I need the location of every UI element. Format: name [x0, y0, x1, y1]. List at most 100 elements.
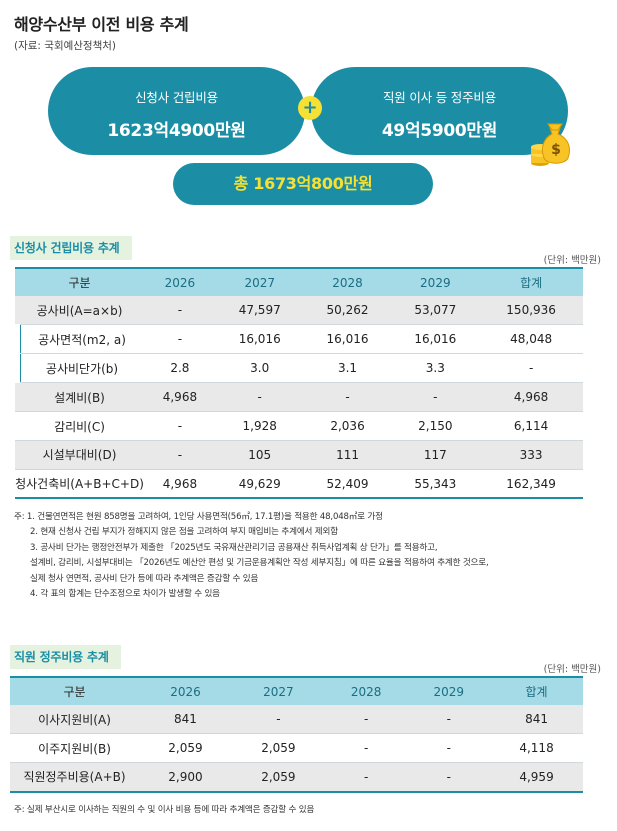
svg-text:$: $	[551, 142, 561, 158]
table-cell: 3.1	[303, 353, 392, 384]
column-header: 합계	[479, 268, 583, 296]
table-cell: -	[391, 382, 480, 413]
table-header-row: 구분 2026 2027 2028 2029 합계	[10, 677, 583, 705]
row-label: 공사비(A=a×b)	[15, 296, 144, 326]
row-label: 공사면적(m2, a)	[10, 324, 144, 355]
table-cell: -	[407, 705, 491, 735]
table-cell: 4,959	[490, 762, 583, 792]
table-row: 공사비(A=a×b) - 47,597 50,262 53,077 150,93…	[15, 296, 583, 326]
column-header: 2029	[391, 268, 480, 296]
table-cell: -	[324, 733, 408, 764]
settlement-cost-section-heading: 직원 정주비용 추계	[10, 645, 121, 669]
page-title: 해양수산부 이전 비용 추계	[14, 15, 189, 34]
table-cell: 4,968	[162, 476, 198, 491]
table-cell: 841	[490, 705, 583, 735]
settlement-cost-value: 49억5900만원	[381, 121, 498, 141]
building-cost-table: 구분 2026 2027 2028 2029 합계 공사비(A=a×b) - 4…	[10, 267, 583, 500]
settlement-cost-note: 주: 실제 부산시로 이사하는 직원의 수 및 이사 비용 등에 따라 추계액은…	[14, 805, 315, 815]
table-cell: -	[324, 762, 408, 792]
table-cell: 4,968	[144, 382, 216, 413]
total-cost: 총 1673억800만원	[173, 163, 433, 205]
table-cell: 333	[479, 440, 583, 470]
column-header: 2027	[231, 677, 325, 705]
table-row: 이주지원비(B) 2,059 2,059 - - 4,118	[10, 733, 583, 764]
table-cell: 2.8	[144, 353, 216, 384]
building-cost-pill: 신청사 건립비용 1623억4900만원	[48, 67, 305, 155]
settlement-cost-label: 직원 이사 등 정주비용	[382, 90, 497, 105]
table-cell: -	[215, 382, 304, 413]
column-header: 2026	[139, 677, 232, 705]
table-cell: 2,059	[231, 733, 325, 764]
row-label: 청사건축비(A+B+C+D)	[15, 477, 144, 492]
row-label: 이주지원비(B)	[10, 733, 139, 764]
table-row: 시설부대비(D) - 105 111 117 333	[15, 440, 583, 470]
column-header: 구분	[10, 677, 139, 705]
column-header: 2028	[303, 268, 392, 296]
note-line: 2. 현재 신청사 건립 부지가 정해지지 않은 점을 고려하여 부지 매입비는…	[30, 527, 338, 538]
table-cell: -	[303, 382, 392, 413]
table-cell: -	[407, 762, 491, 792]
table-cell: 162,349	[506, 476, 556, 491]
row-label: 공사비단가(b)	[10, 353, 144, 384]
building-cost-unit: (단위: 백만원)	[543, 255, 601, 266]
table-row: 공사면적(m2, a) - 16,016 16,016 16,016 48,04…	[10, 324, 583, 355]
column-header: 합계	[490, 677, 583, 705]
building-cost-section-heading: 신청사 건립비용 추계	[10, 236, 132, 260]
table-row: 청사건축비(A+B+C+D) 4,968 49,629 52,409 55,34…	[15, 469, 583, 498]
table-cell: 53,077	[391, 296, 480, 326]
plus-icon: +	[298, 96, 322, 120]
table-cell: 4,118	[490, 733, 583, 764]
table-cell: -	[479, 353, 583, 384]
money-bag-icon: $	[531, 123, 571, 166]
column-header: 구분	[15, 268, 144, 296]
settlement-cost-table: 구분 2026 2027 2028 2029 합계 이사지원비(A) 841 -…	[10, 676, 583, 793]
table-cell: 48,048	[479, 324, 583, 355]
table-cell: -	[144, 324, 216, 355]
table-cell: 2,059	[231, 762, 325, 792]
table-cell: 2,900	[139, 762, 232, 792]
table-header-row: 구분 2026 2027 2028 2029 합계	[15, 268, 583, 296]
building-cost-notes: 주: 1. 건물연면적은 현원 858명을 고려하여, 1인당 사용면적(56㎡…	[14, 510, 489, 602]
table-cell: 16,016	[303, 324, 392, 355]
note-line: 4. 각 표의 합계는 단수조정으로 차이가 발생할 수 있음	[30, 589, 220, 600]
row-label: 이사지원비(A)	[10, 705, 139, 735]
row-label: 직원정주비용(A+B)	[10, 762, 139, 792]
note-line: 주: 1. 건물연면적은 현원 858명을 고려하여, 1인당 사용면적(56㎡…	[14, 512, 383, 522]
row-label: 시설부대비(D)	[15, 440, 144, 470]
table-cell: 3.0	[215, 353, 304, 384]
table-cell: 105	[215, 440, 304, 470]
source-note: (자료: 국회예산정책처)	[14, 40, 117, 52]
table-row: 설계비(B) 4,968 - - - 4,968	[15, 382, 583, 413]
table-cell: 3.3	[391, 353, 480, 384]
table-cell: 111	[303, 440, 392, 470]
table-cell: 150,936	[479, 296, 583, 326]
table-cell: -	[324, 705, 408, 735]
table-row: 이사지원비(A) 841 - - - 841	[10, 705, 583, 735]
table-cell: 4,968	[479, 382, 583, 413]
table-row: 감리비(C) - 1,928 2,036 2,150 6,114	[15, 411, 583, 441]
note-line: 3. 공사비 단가는 행정안전부가 제출한 「2025년도 국유재산관리기금 공…	[30, 542, 438, 553]
table-cell: -	[231, 705, 325, 735]
building-cost-label: 신청사 건립비용	[135, 90, 218, 105]
row-label: 설계비(B)	[15, 382, 144, 413]
table-row: 공사비단가(b) 2.8 3.0 3.1 3.3 -	[10, 353, 583, 384]
table-cell: 16,016	[391, 324, 480, 355]
table-cell: 841	[139, 705, 232, 735]
table-cell: 2,036	[303, 411, 392, 441]
table-cell: 49,629	[238, 476, 281, 491]
table-cell: 2,150	[391, 411, 480, 441]
table-cell: -	[144, 440, 216, 470]
table-cell: 50,262	[303, 296, 392, 326]
table-cell: -	[144, 411, 216, 441]
column-header: 2028	[324, 677, 408, 705]
column-header: 2029	[407, 677, 491, 705]
table-cell: 55,343	[414, 476, 457, 491]
note-line: 설계비, 감리비, 시설부대비는 「2026년도 예산안 편성 및 기금운용계획…	[30, 558, 489, 569]
table-cell: 47,597	[215, 296, 304, 326]
settlement-cost-unit: (단위: 백만원)	[543, 664, 601, 675]
row-label: 감리비(C)	[15, 411, 144, 441]
table-cell: -	[144, 296, 216, 326]
table-cell: 2,059	[139, 733, 232, 764]
table-cell: 16,016	[215, 324, 304, 355]
note-line: 실제 청사 연면적, 공사비 단가 등에 따라 추계액은 증감할 수 있음	[30, 573, 259, 584]
